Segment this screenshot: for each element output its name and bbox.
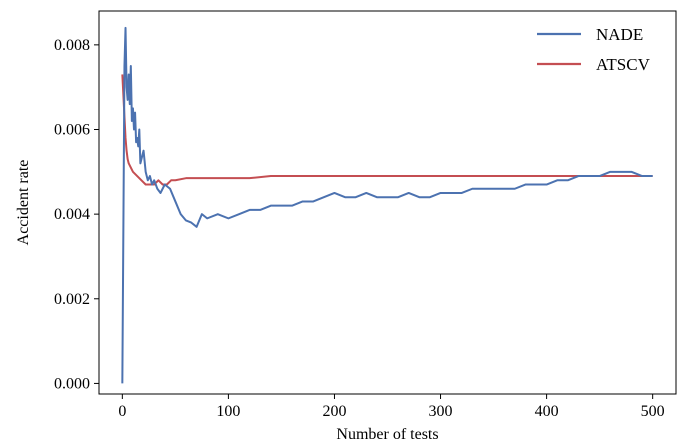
x-tick-label: 200: [322, 403, 346, 420]
x-tick-label: 500: [641, 403, 665, 420]
series-group: [121, 26, 653, 384]
y-axis-label: Accident rate: [15, 160, 32, 246]
y-tick-label: 0.002: [54, 291, 90, 308]
legend-label-nade: NADE: [596, 25, 643, 44]
y-axis-ticks: 0.000 0.002 0.004 0.006 0.008: [54, 37, 99, 392]
x-axis-label: Number of tests: [336, 426, 438, 443]
series-line-nade: [121, 26, 653, 384]
series-line-atscv: [121, 74, 653, 186]
x-tick-label: 400: [535, 403, 559, 420]
x-tick-label: 0: [118, 403, 126, 420]
y-tick-label: 0.008: [54, 37, 90, 54]
x-tick-label: 300: [429, 403, 453, 420]
x-axis-ticks: 0 100 200 300 400 500: [118, 394, 665, 420]
plot-frame: [98, 10, 677, 395]
legend-label-atscv: ATSCV: [596, 55, 651, 74]
y-tick-label: 0.004: [54, 206, 90, 223]
legend: NADE ATSCV: [537, 25, 651, 74]
x-tick-label: 100: [216, 403, 240, 420]
y-tick-label: 0.000: [54, 375, 90, 392]
y-tick-label: 0.006: [54, 121, 90, 138]
